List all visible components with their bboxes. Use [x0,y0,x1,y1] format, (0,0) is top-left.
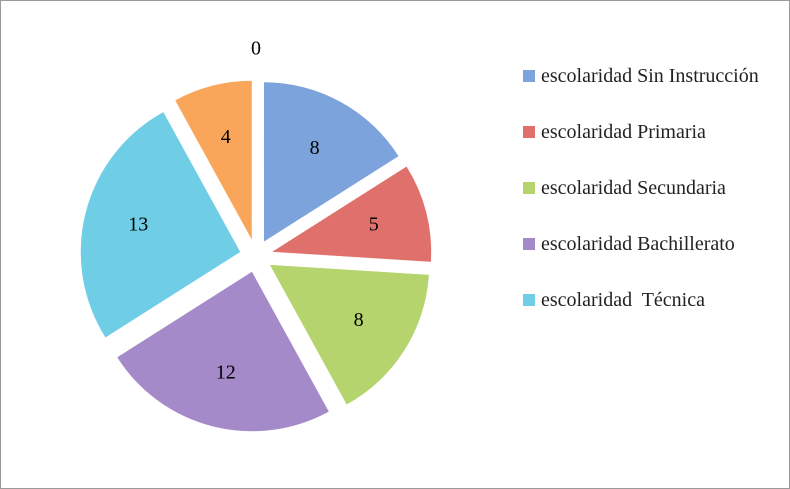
data-label: 13 [128,213,148,235]
legend-label: escolaridad Sin Instrucción [541,65,759,87]
pie-slice [263,81,400,243]
pie-slice [270,165,432,263]
legend-swatch [523,182,535,194]
data-label: 0 [251,38,261,60]
data-label: 12 [216,361,236,383]
data-label: 8 [354,309,364,331]
pie-slice [80,111,241,339]
pie-slice [116,271,330,432]
legend-swatch [523,294,535,306]
legend-swatch [523,70,535,82]
legend-swatch [523,126,535,138]
legend-swatch [523,238,535,250]
legend-label: escolaridad Técnica [541,289,705,311]
legend-label: escolaridad Primaria [541,121,706,143]
legend-label: escolaridad Secundaria [541,177,726,199]
legend-label: escolaridad Bachillerato [541,233,735,255]
data-label: 5 [369,213,379,235]
pie-slice [269,264,430,406]
data-label: 8 [310,137,320,159]
pie-slice [174,80,253,241]
data-label: 4 [221,126,231,148]
